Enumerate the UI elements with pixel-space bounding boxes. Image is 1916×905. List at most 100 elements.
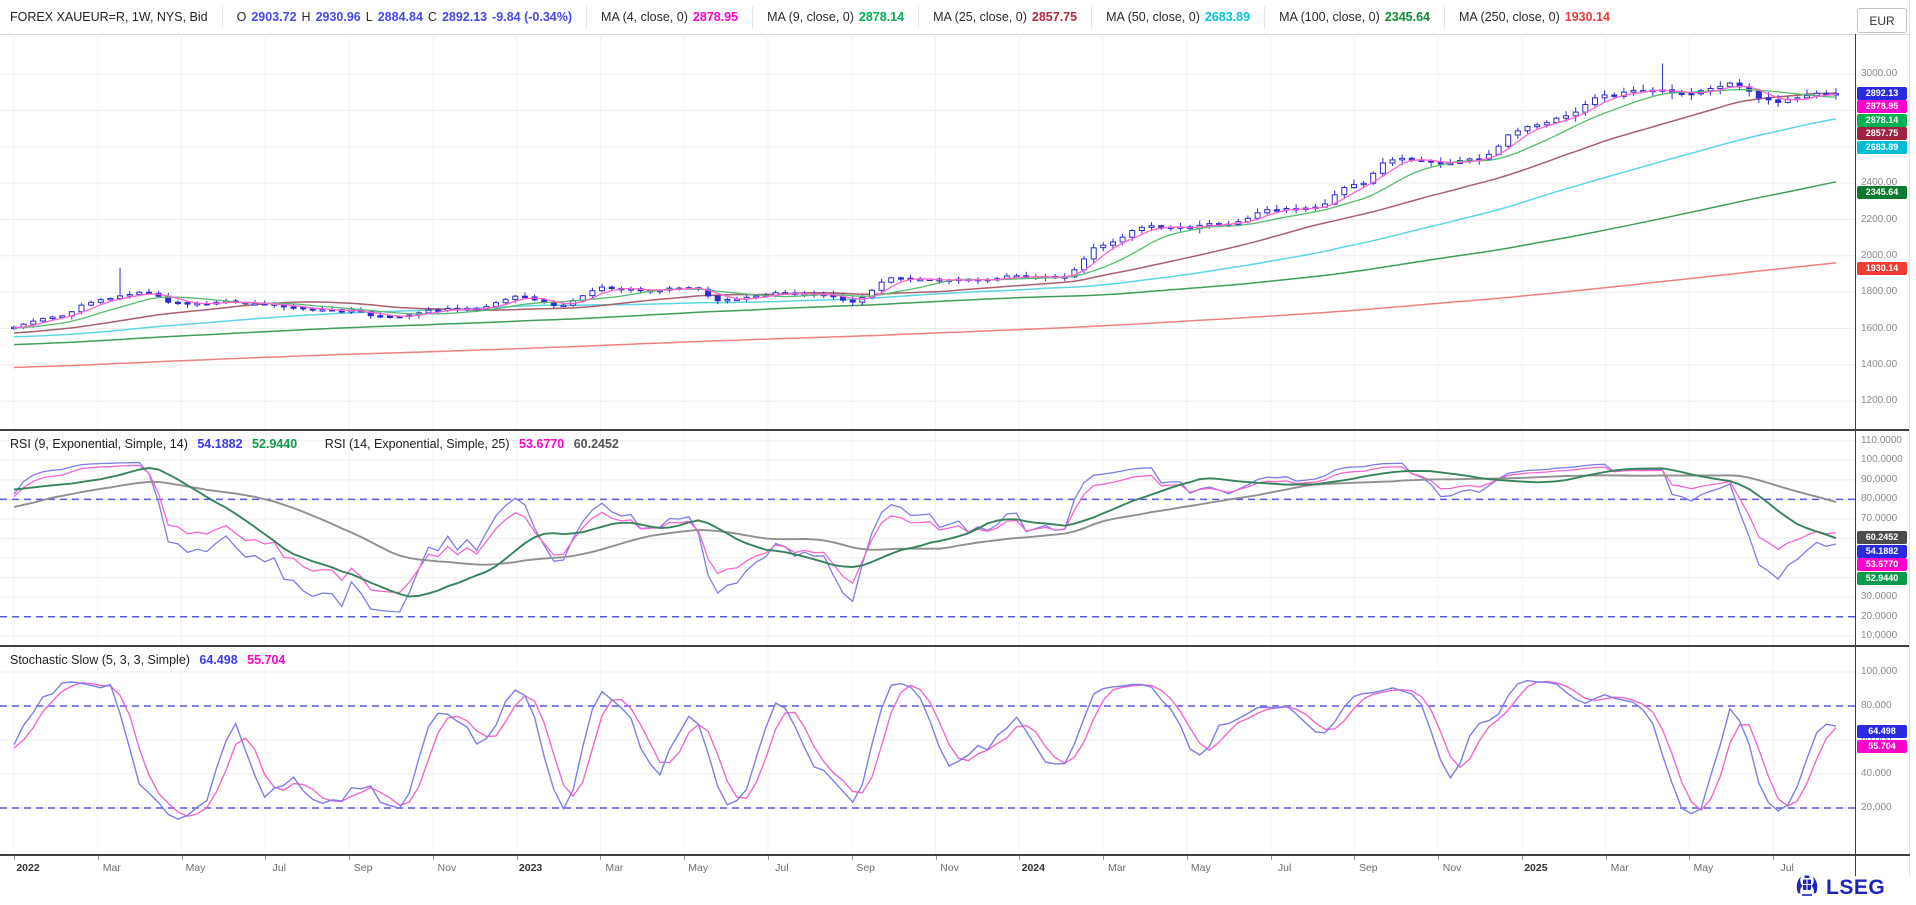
date-axis-label: Jul xyxy=(1780,862,1794,874)
axis-value-badge: 2857.75 xyxy=(1857,127,1907,141)
legend-ma-label: MA (50, close, 0) xyxy=(1106,10,1200,24)
rsi1-value: 54.1882 xyxy=(197,437,243,451)
price-axis-separator xyxy=(1855,34,1856,876)
date-axis-tick xyxy=(1354,856,1356,860)
date-axis[interactable]: 2022 Mar May Jul Sep Nov 2023 Mar May Jul Sep Nov 20… xyxy=(0,854,1910,878)
price-axis-tick: 1200.00 xyxy=(1861,395,1898,407)
date-axis-tick xyxy=(767,856,769,860)
rsi1-signal-value: 52.9440 xyxy=(252,437,298,451)
date-axis-tick xyxy=(1186,856,1188,860)
axis-value-badge: 2878.14 xyxy=(1857,113,1907,127)
legend-ma-label: MA (4, close, 0) xyxy=(601,10,688,24)
axis-value-badge: 2345.64 xyxy=(1857,186,1907,199)
rsi-axis-tick: 70.0000 xyxy=(1861,513,1898,524)
legend-ma-4[interactable]: MA (4, close, 0) 2878.95 xyxy=(586,6,752,28)
date-axis-tick xyxy=(1019,856,1021,860)
axis-value-badge: 53.6770 xyxy=(1857,558,1907,571)
date-axis-tick xyxy=(181,856,183,860)
rsi-axis-tick: 90.0000 xyxy=(1861,473,1898,485)
date-axis-tick xyxy=(1521,856,1523,860)
legend-ma-value: 2857.75 xyxy=(1031,10,1078,24)
date-axis-label: Sep xyxy=(856,862,876,874)
date-axis-label: Jul xyxy=(272,862,287,874)
legend-ma-value: 1930.14 xyxy=(1564,10,1610,24)
panel-divider xyxy=(0,429,1910,431)
price-axis-tick: 1800.00 xyxy=(1861,286,1898,298)
date-axis-label: 2022 xyxy=(16,862,40,874)
date-axis-label: 2024 xyxy=(1021,862,1045,874)
low-label: L xyxy=(365,10,373,24)
currency-button[interactable]: EUR xyxy=(1857,8,1907,33)
stoch-axis-tick: 100.000 xyxy=(1861,666,1898,677)
axis-value-badge: 1930.14 xyxy=(1857,261,1907,275)
axis-value-badge: 2892.13 xyxy=(1857,86,1907,100)
rsi-axis-tick: 50.0000 xyxy=(1861,552,1907,563)
rsi-pane-canvas[interactable] xyxy=(0,431,1855,646)
axis-value-badge: 55.704 xyxy=(1857,740,1907,754)
date-axis-label: May xyxy=(185,862,206,874)
panel-divider xyxy=(0,645,1910,647)
date-axis-label: Mar xyxy=(1610,862,1629,874)
axis-value-badge: 60.2452 xyxy=(1857,531,1907,544)
legend-ma-250[interactable]: MA (250, close, 0) 1930.14 xyxy=(1444,6,1624,28)
date-axis-tick xyxy=(516,856,518,860)
legend-ma-value: 2878.14 xyxy=(858,10,905,24)
date-axis-label: May xyxy=(1190,862,1211,874)
price-axis-tick: 3000.00 xyxy=(1861,68,1898,79)
lseg-logo-text: LSEG xyxy=(1826,875,1886,899)
legend-ma-value: 2878.95 xyxy=(692,10,739,24)
axis-value-badge: 52.9440 xyxy=(1857,571,1907,585)
rsi2-label: RSI (14, Exponential, Simple, 25) xyxy=(324,437,510,451)
date-axis-label: May xyxy=(1693,862,1714,874)
date-axis-label: 2023 xyxy=(518,862,543,874)
price-pane-canvas[interactable] xyxy=(0,34,1855,430)
date-axis-label: Sep xyxy=(353,862,373,874)
legend-ma-25[interactable]: MA (25, close, 0) 2857.75 xyxy=(918,6,1091,28)
legend-ma-label: MA (9, close, 0) xyxy=(767,10,854,24)
instrument-title-text: FOREX XAUEUR=R, 1W, NYS, Bid xyxy=(10,10,208,24)
rsi-axis-tick: 10.0000 xyxy=(1861,630,1898,642)
rsi-axis-tick: 110.0000 xyxy=(1861,434,1902,446)
price-axis-tick: 2200.00 xyxy=(1861,213,1898,225)
date-axis-tick xyxy=(1270,856,1272,860)
legend-ma-label: MA (250, close, 0) xyxy=(1459,10,1560,24)
instrument-title[interactable]: FOREX XAUEUR=R, 1W, NYS, Bid xyxy=(0,6,222,28)
window-right-border xyxy=(1909,0,1910,876)
ohlc-readout: O 2903.72 H 2930.96 L 2884.84 C 2892.13 -9.8… xyxy=(221,6,586,28)
open-label: O xyxy=(236,10,247,24)
date-axis-tick xyxy=(851,856,853,860)
date-axis-label: Jul xyxy=(775,862,789,874)
date-axis-tick xyxy=(1773,856,1775,860)
date-axis-tick xyxy=(14,856,15,860)
date-axis-label: Mar xyxy=(605,862,624,874)
lseg-logo: LSEG xyxy=(1794,872,1885,903)
date-axis-tick xyxy=(684,856,686,860)
stoch-pane-canvas[interactable] xyxy=(0,647,1855,854)
legend-ma-label: MA (25, close, 0) xyxy=(933,10,1027,24)
stoch-axis-tick: 20.000 xyxy=(1861,802,1892,813)
date-axis-tick xyxy=(265,856,267,860)
header-divider xyxy=(0,34,1910,35)
date-axis-label: Jul xyxy=(1277,862,1292,874)
legend-ma-50[interactable]: MA (50, close, 0) 2683.89 xyxy=(1091,6,1264,28)
date-axis-label: Nov xyxy=(1442,862,1462,874)
date-axis-tick xyxy=(432,856,434,860)
stoch-k-value: 64.498 xyxy=(199,653,238,667)
rsi-legend[interactable]: RSI (9, Exponential, Simple, 14) 54.1882… xyxy=(10,437,625,451)
stoch-axis-tick: 60.000 xyxy=(1861,734,1907,745)
stoch-legend[interactable]: Stochastic Slow (5, 3, 3, Simple) 64.498… xyxy=(10,653,291,667)
date-axis-tick xyxy=(97,856,99,860)
legend-ma-100[interactable]: MA (100, close, 0) 2345.64 xyxy=(1264,6,1444,28)
stoch-d-value: 55.704 xyxy=(247,653,286,667)
date-axis-tick xyxy=(1438,856,1440,860)
high-value: 2930.96 xyxy=(315,10,361,24)
axis-value-badge: 2878.95 xyxy=(1857,100,1907,114)
rsi2-signal-value: 60.2452 xyxy=(573,437,619,451)
rsi-axis-tick: 20.0000 xyxy=(1861,610,1898,622)
date-axis-tick xyxy=(349,856,351,860)
lseg-crest-icon xyxy=(1794,872,1820,903)
axis-value-badge: 2683.89 xyxy=(1857,140,1907,154)
legend-ma-9[interactable]: MA (9, close, 0) 2878.14 xyxy=(752,6,918,28)
stoch-label: Stochastic Slow (5, 3, 3, Simple) xyxy=(10,653,190,667)
